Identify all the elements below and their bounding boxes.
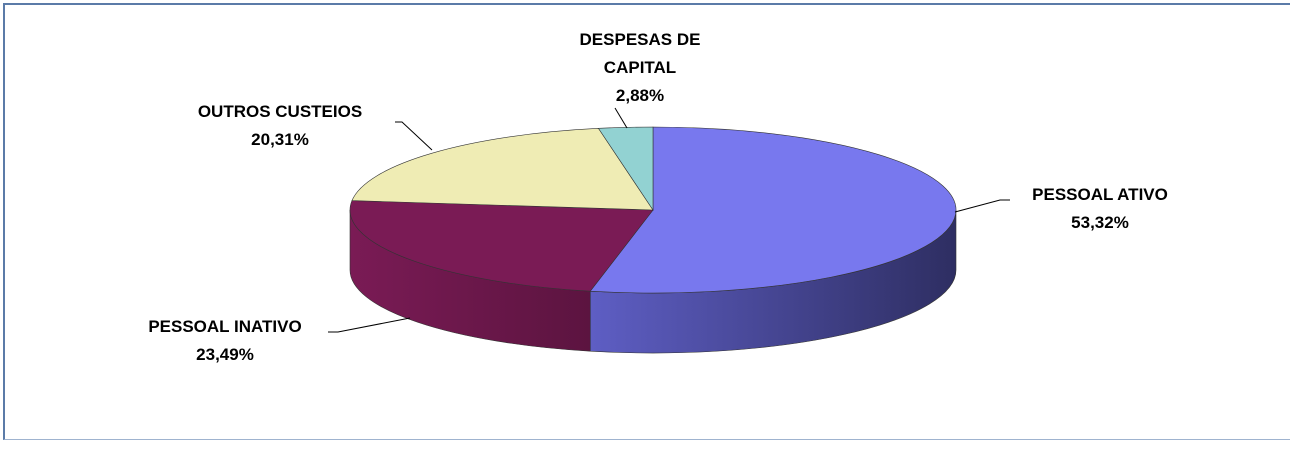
slice-top xyxy=(351,128,654,211)
slice-label: OUTROS CUSTEIOS 20,31% xyxy=(198,98,362,154)
slice-top xyxy=(589,126,957,294)
slice-top xyxy=(597,126,654,211)
value-label: 53,32% xyxy=(1071,213,1129,232)
value-label: 2,88% xyxy=(615,86,665,105)
leader-line xyxy=(328,317,411,333)
category-label: DESPESAS DE CAPITAL xyxy=(579,30,701,77)
chart-frame xyxy=(3,3,1290,440)
category-label: PESSOAL INATIVO xyxy=(148,317,302,336)
leader-line xyxy=(395,121,433,151)
leader-line xyxy=(614,107,628,129)
slice-label: PESSOAL ATIVO 53,32% xyxy=(1032,181,1168,237)
category-label: OUTROS CUSTEIOS xyxy=(197,102,363,121)
value-label: 23,49% xyxy=(196,345,254,364)
slice-label: DESPESAS DE CAPITAL 2,88% xyxy=(555,26,725,110)
leader-line xyxy=(954,199,1010,213)
slice-label: PESSOAL INATIVO 23,49% xyxy=(148,313,301,369)
value-label: 20,31% xyxy=(251,130,309,149)
category-label: PESSOAL ATIVO xyxy=(1032,185,1168,204)
slice-top xyxy=(349,200,654,292)
